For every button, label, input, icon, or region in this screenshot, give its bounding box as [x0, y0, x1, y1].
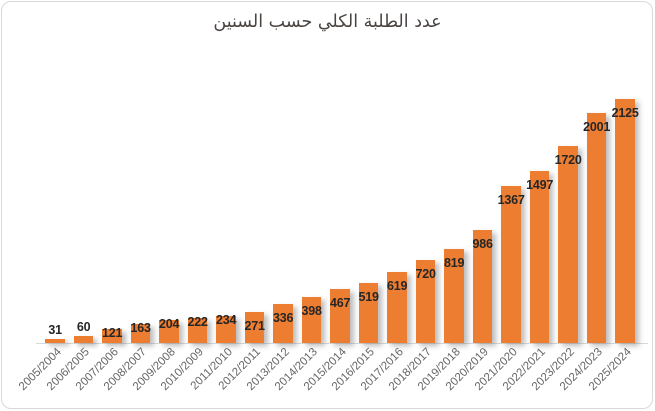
chart-title: عدد الطلبة الكلي حسب السنين	[213, 12, 442, 32]
bar-value-label: 234	[216, 313, 237, 328]
bar	[358, 283, 379, 343]
bar	[187, 317, 208, 343]
bar-value-label: 336	[273, 311, 294, 326]
bar	[216, 316, 236, 343]
bar-value-label: 1367	[497, 193, 525, 208]
bar	[130, 324, 151, 343]
bar-value-label: 2125	[611, 106, 639, 120]
bar-value-label: 819	[444, 255, 465, 270]
bar	[273, 304, 293, 343]
bar	[73, 336, 94, 343]
bar	[387, 271, 407, 343]
bar	[615, 99, 635, 343]
bar	[586, 113, 607, 343]
bar	[501, 186, 521, 343]
bar	[415, 260, 436, 343]
bar-value-label: 986	[472, 236, 493, 251]
bar-value-label: 121	[102, 326, 123, 341]
bar	[330, 289, 350, 343]
bar-value-label: 398	[301, 304, 322, 319]
bar	[301, 297, 322, 343]
bar-value-label: 1497	[526, 178, 554, 193]
bar-value-label: 720	[415, 267, 436, 282]
bar-value-label: 1720	[554, 152, 582, 167]
bar-value-label: 163	[130, 321, 151, 336]
bar	[45, 339, 65, 343]
bar-value-label: 204	[159, 316, 180, 331]
bar-value-label: 222	[187, 314, 208, 329]
bar	[472, 229, 493, 343]
bar-value-label: 60	[76, 320, 91, 335]
bar	[244, 311, 265, 343]
x-axis-line	[36, 343, 648, 344]
bar-value-label: 467	[330, 296, 351, 311]
bar	[444, 248, 464, 343]
bar-value-label: 271	[244, 318, 265, 333]
bar	[102, 329, 122, 343]
bar-value-label: 619	[387, 278, 408, 293]
bar	[529, 171, 550, 343]
bar-value-label: 519	[358, 290, 379, 305]
bar	[558, 145, 578, 343]
bar-value-label: 2001	[583, 120, 611, 135]
bar-value-label: 31	[48, 323, 62, 338]
bar	[159, 319, 179, 343]
